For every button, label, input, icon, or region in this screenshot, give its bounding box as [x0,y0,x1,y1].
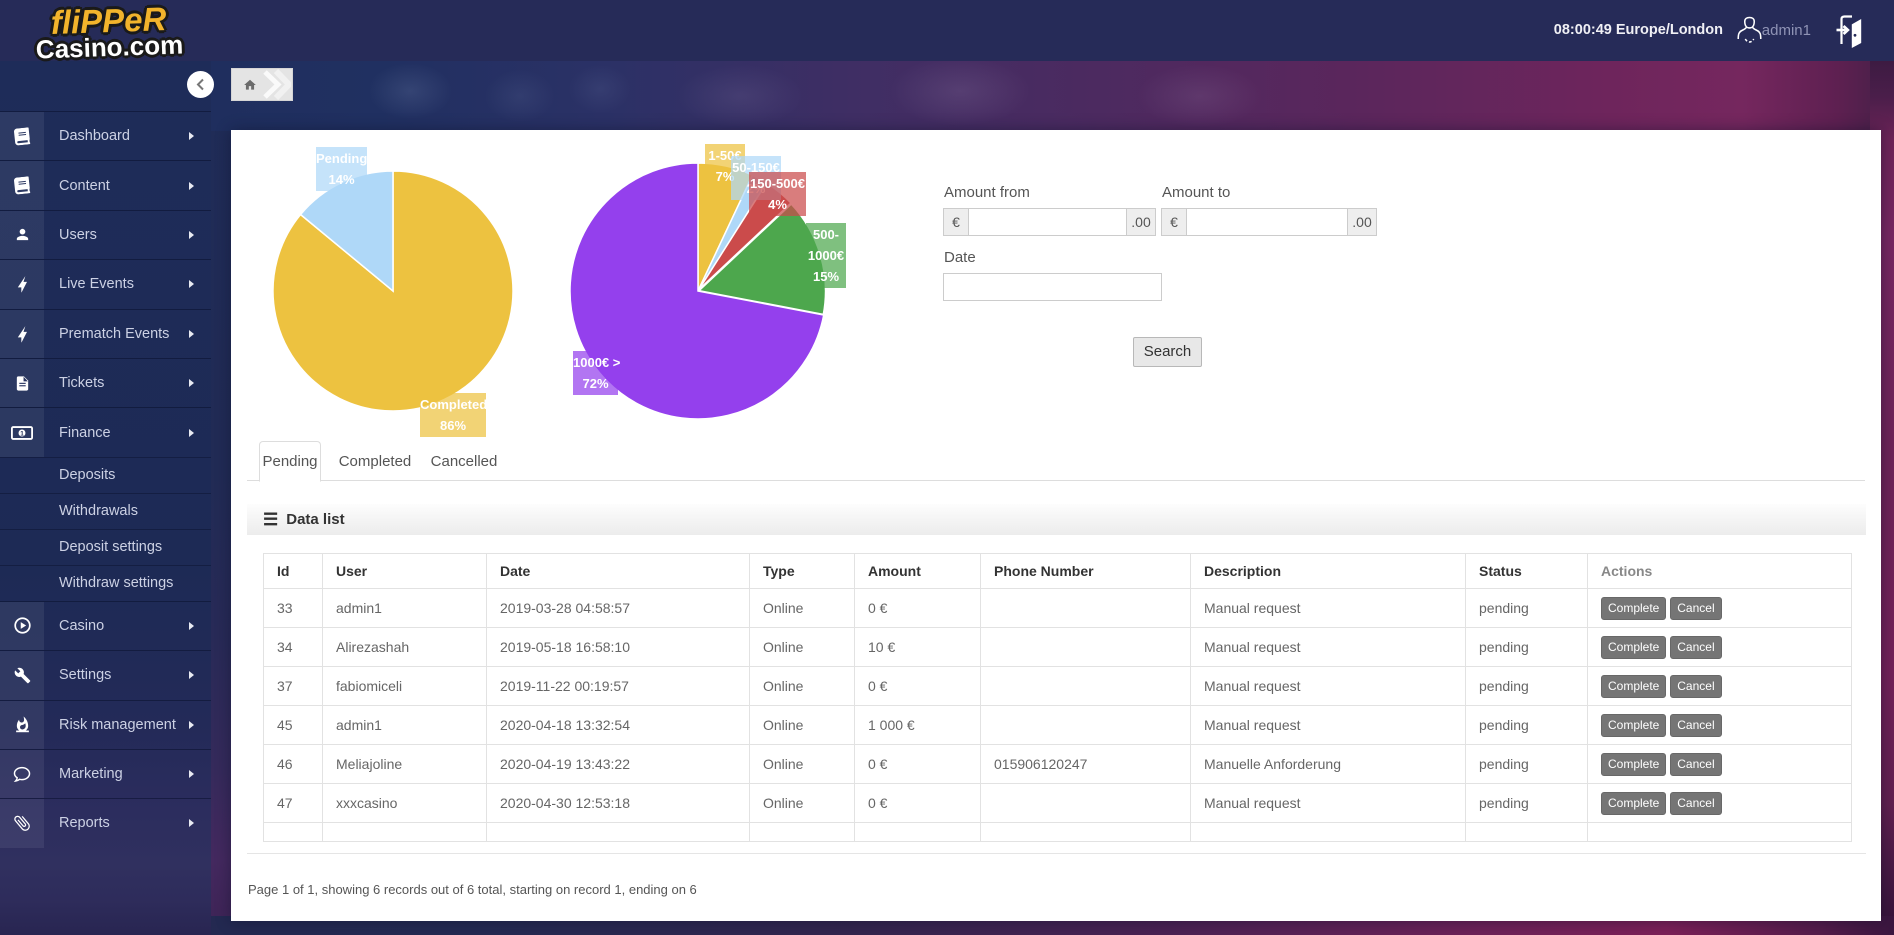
svg-text:1: 1 [20,430,24,437]
